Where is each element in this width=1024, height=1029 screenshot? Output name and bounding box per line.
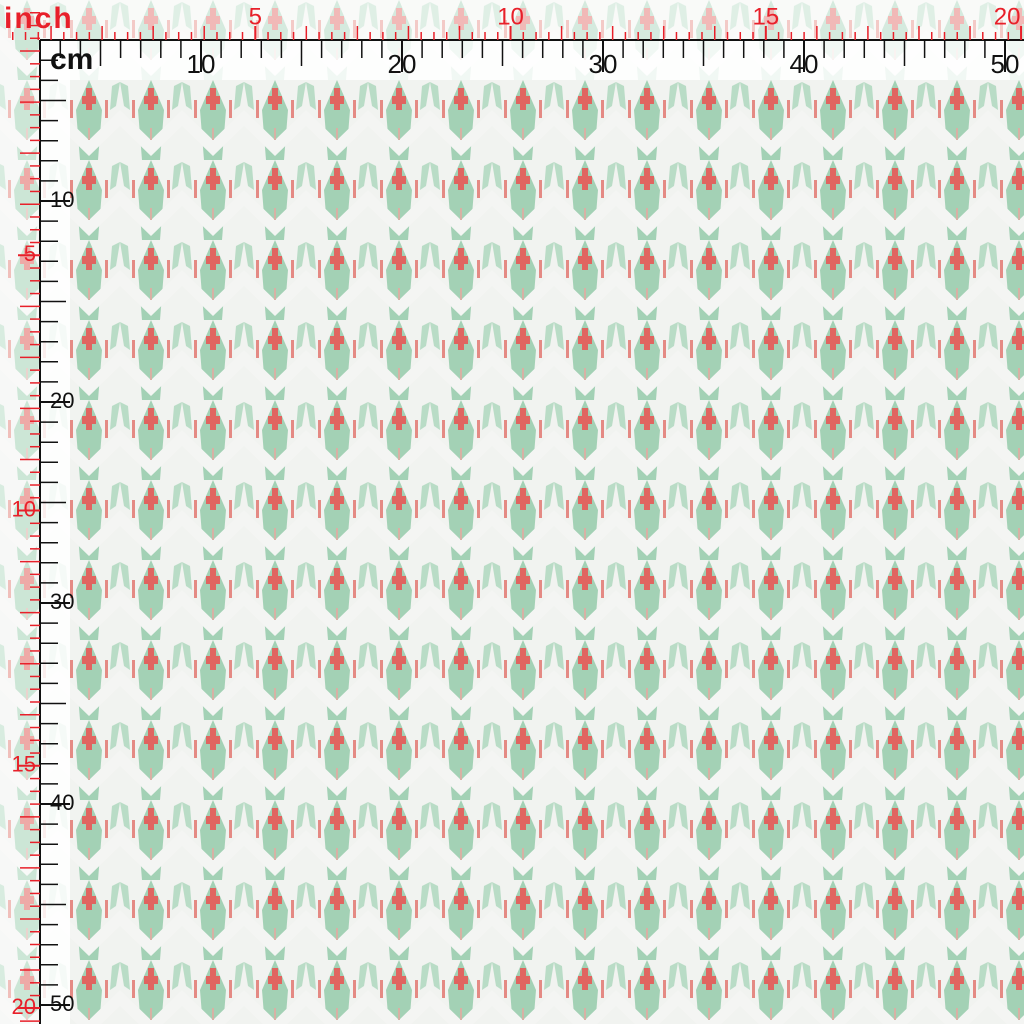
- inch-tick-label: 5: [24, 241, 36, 266]
- rulers: 10 20 30 40 50 5 10 15 20 10 20 30 40 50 5 10 15 20: [12, 3, 1023, 1022]
- cm-tick-label: 20: [388, 49, 417, 79]
- inch-label: inch: [4, 2, 74, 35]
- inch-tick-label: 20: [994, 3, 1021, 30]
- inch-tick-label: 10: [497, 3, 524, 30]
- cm-tick-label: 10: [187, 49, 216, 79]
- cm-tick-label: 50: [50, 991, 74, 1016]
- cm-tick-label: 30: [50, 589, 74, 614]
- inch-tick-label: 10: [12, 496, 36, 521]
- inch-tick-label: 15: [12, 752, 36, 777]
- cm-tick-label: 10: [50, 187, 74, 212]
- cm-tick-label: 40: [790, 49, 819, 79]
- inch-tick-label: 20: [12, 994, 36, 1019]
- left-ruler: [40, 40, 70, 1024]
- inch-tick-label: 15: [752, 3, 779, 30]
- left-inch-band: [0, 40, 40, 1024]
- inch-tick-label: 5: [249, 3, 262, 30]
- cm-tick-label: 20: [50, 388, 74, 413]
- cm-tick-label: 50: [991, 49, 1020, 79]
- inch-band: [0, 0, 1024, 40]
- cm-label: cm: [50, 43, 93, 76]
- top-ruler: [40, 40, 1024, 80]
- cm-tick-label: 40: [50, 790, 74, 815]
- cm-tick-label: 30: [589, 49, 618, 79]
